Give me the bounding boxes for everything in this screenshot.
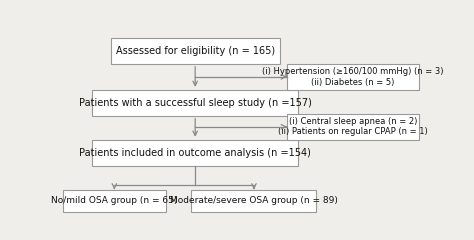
- FancyBboxPatch shape: [92, 90, 298, 116]
- FancyBboxPatch shape: [110, 38, 280, 64]
- FancyBboxPatch shape: [92, 140, 298, 166]
- Text: (i) Central sleep apnea (n = 2)
(ii) Patients on regular CPAP (n = 1): (i) Central sleep apnea (n = 2) (ii) Pat…: [278, 117, 428, 137]
- Text: Moderate/severe OSA group (n = 89): Moderate/severe OSA group (n = 89): [170, 196, 338, 205]
- Text: Patients included in outcome analysis (n =154): Patients included in outcome analysis (n…: [79, 148, 311, 158]
- Text: (i) Hypertension (≥160/100 mmHg) (n = 3)
(ii) Diabetes (n = 5): (i) Hypertension (≥160/100 mmHg) (n = 3)…: [263, 67, 444, 87]
- FancyBboxPatch shape: [287, 64, 419, 90]
- Text: Assessed for eligibility (n = 165): Assessed for eligibility (n = 165): [116, 46, 275, 56]
- FancyBboxPatch shape: [287, 114, 419, 140]
- Text: No/mild OSA group (n = 65): No/mild OSA group (n = 65): [51, 196, 178, 205]
- FancyBboxPatch shape: [191, 190, 316, 212]
- FancyBboxPatch shape: [63, 190, 166, 212]
- Text: Patients with a successful sleep study (n =157): Patients with a successful sleep study (…: [79, 98, 311, 108]
